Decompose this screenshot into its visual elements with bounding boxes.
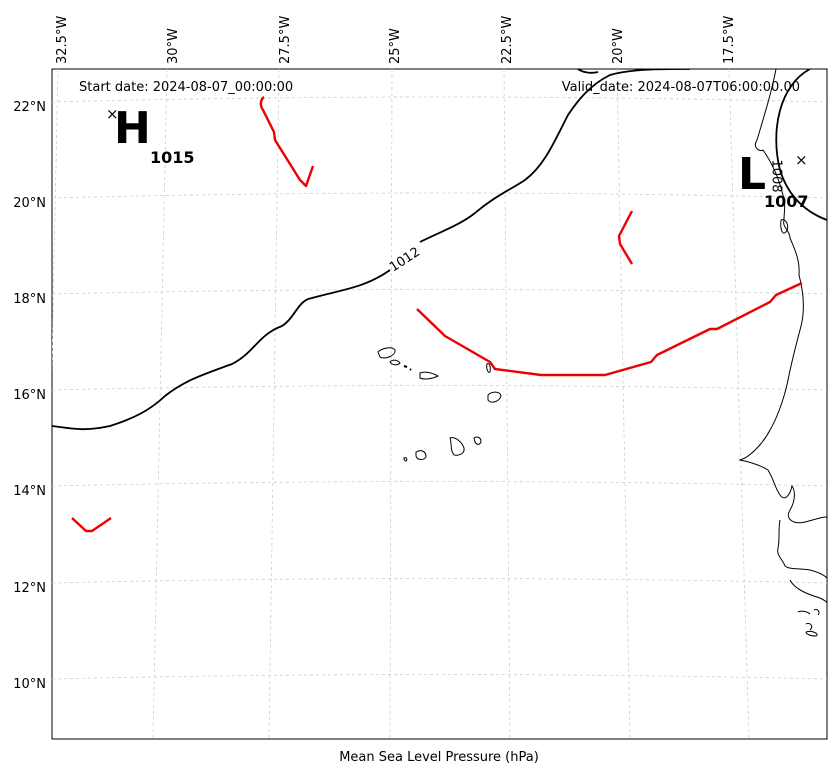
lon-label: 22.5°W <box>500 16 515 64</box>
lat-label: 14°N <box>13 484 46 499</box>
lon-label: 17.5°W <box>722 16 737 64</box>
lon-label: 27.5°W <box>278 16 293 64</box>
lat-label: 12°N <box>13 581 46 596</box>
plot-frame <box>51 68 828 740</box>
trough-east <box>617 210 634 265</box>
longitude-labels: 32.5°W 30°W 27.5°W 25°W 22.5°W 20°W 17.5… <box>55 16 737 64</box>
lat-label: 10°N <box>13 677 46 692</box>
lon-label: 30°W <box>166 28 181 64</box>
valid-date: Valid_date: 2024-08-07T06:00:00.00 <box>562 80 800 95</box>
trough-main <box>416 281 803 377</box>
lon-label: 20°W <box>611 28 626 64</box>
start-date: Start date: 2024-08-07_00:00:00 <box>79 80 293 95</box>
lon-label: 32.5°W <box>55 16 70 64</box>
latitude-gridlines <box>52 96 827 680</box>
lon-label: 25°W <box>388 28 403 64</box>
x-axis-label: Mean Sea Level Pressure (hPa) <box>339 750 539 765</box>
low-letter: L <box>738 149 766 200</box>
trough-lines <box>71 96 803 533</box>
isobar-1012 <box>52 69 691 431</box>
high-letter: H <box>114 103 151 154</box>
contour-label-1008: 1008 <box>769 159 784 192</box>
high-value: 1015 <box>150 148 195 167</box>
cape-verde-islands <box>377 347 502 462</box>
trough-north <box>259 96 315 188</box>
africa-coastline <box>738 69 827 637</box>
high-pressure-center: × H 1015 <box>106 103 195 167</box>
lat-label: 16°N <box>13 388 46 403</box>
x-marker-high: × <box>106 105 119 123</box>
lat-label: 20°N <box>13 196 46 211</box>
latitude-labels: 22°N 20°N 18°N 16°N 14°N 12°N 10°N <box>13 100 46 692</box>
x-marker-low: × <box>795 151 808 169</box>
trough-southwest <box>71 517 112 533</box>
low-value: 1007 <box>764 192 809 211</box>
isobar-1008 <box>577 69 827 221</box>
lat-label: 22°N <box>13 100 46 115</box>
longitude-gridlines <box>52 69 750 739</box>
lat-label: 18°N <box>13 292 46 307</box>
low-pressure-center: × L 1007 <box>738 149 809 211</box>
